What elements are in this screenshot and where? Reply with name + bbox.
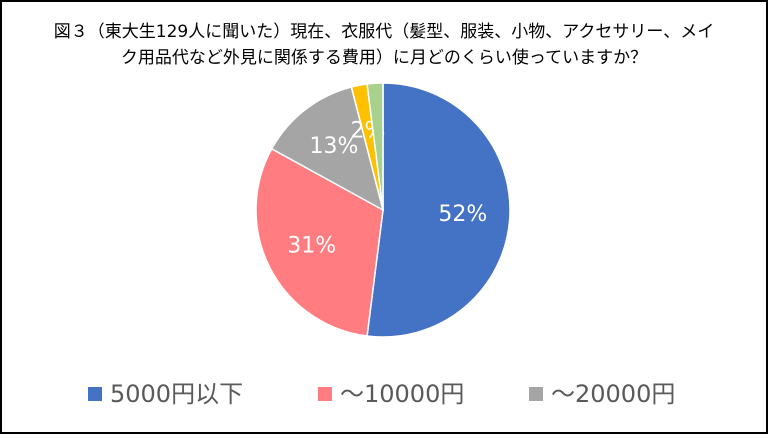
legend-label: ～20000円 bbox=[551, 380, 675, 408]
pie-slice bbox=[366, 82, 511, 338]
pie-slice bbox=[255, 147, 384, 337]
pie-slice bbox=[270, 86, 385, 212]
legend-swatch bbox=[529, 387, 543, 401]
legend-label: ～10000円 bbox=[340, 380, 464, 408]
data-label: 52% bbox=[438, 202, 487, 227]
data-label: 13% bbox=[310, 134, 359, 159]
legend-swatch bbox=[88, 387, 102, 401]
legend-label: 5000円以下 bbox=[110, 380, 243, 408]
pie-slice bbox=[366, 82, 384, 211]
chart-title: ク用品代など外見に関係する費用）に月どのくらい使っていますか？ bbox=[121, 47, 647, 68]
legend-swatch bbox=[318, 387, 332, 401]
chart-title: 図３（東大生129人に聞いた）現在、衣服代（髪型、服装、小物、アクセサリー、メイ bbox=[54, 22, 714, 42]
data-label: 31% bbox=[287, 233, 336, 258]
